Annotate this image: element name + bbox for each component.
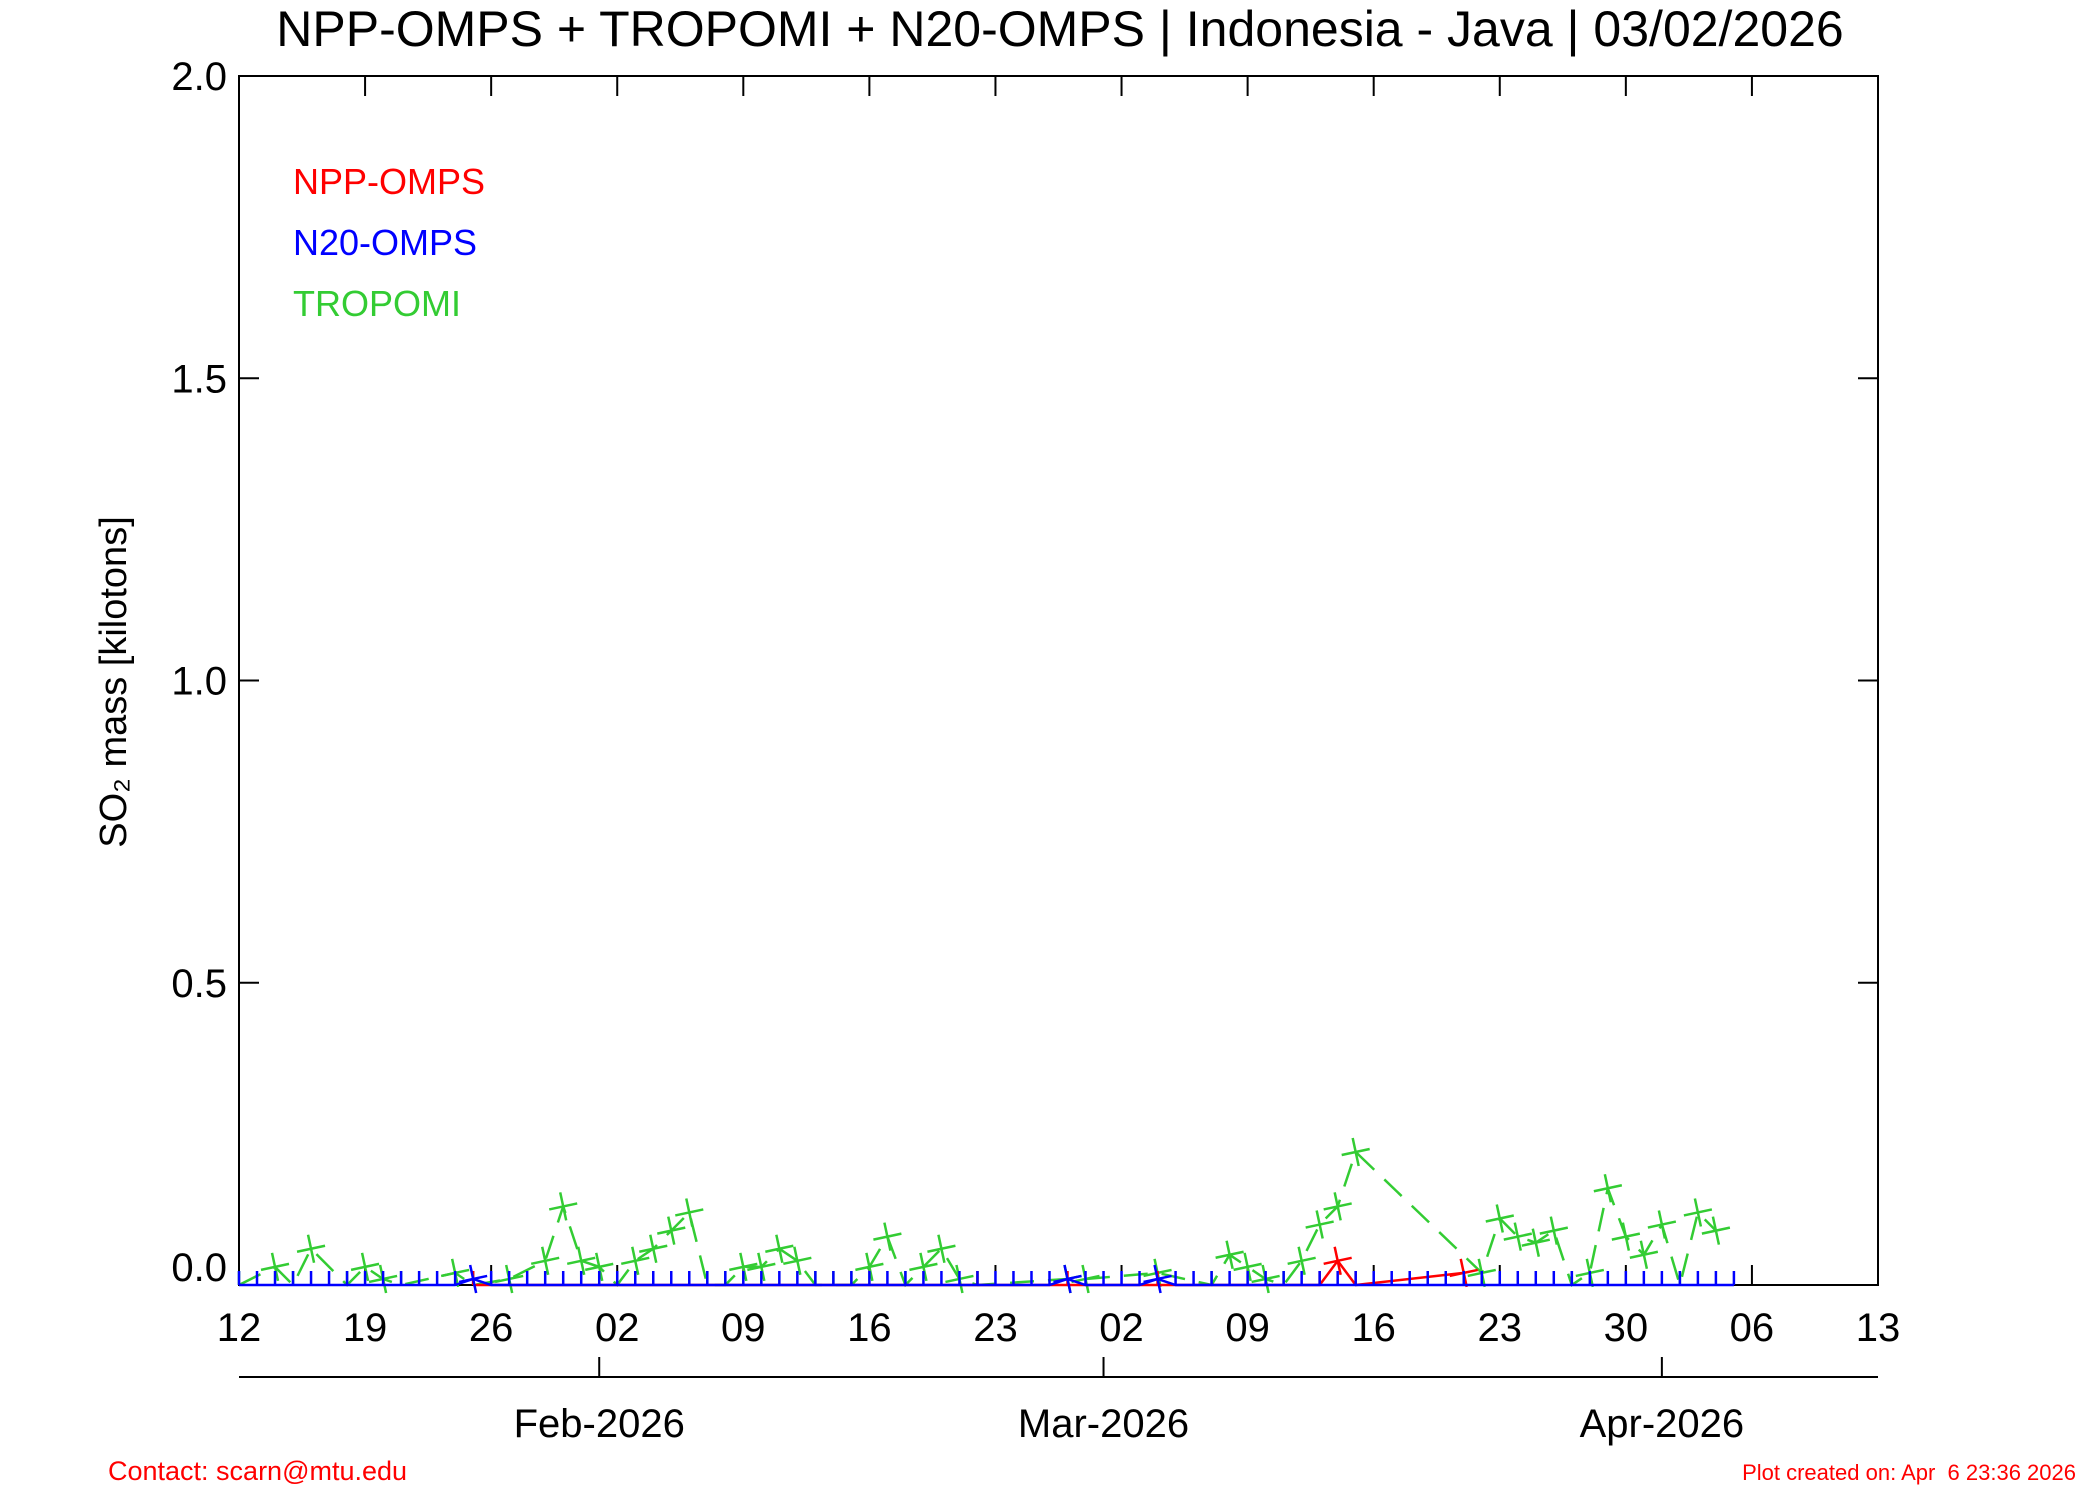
data-point: [1503, 1222, 1533, 1251]
y-axis-label: SO₂ mass [kilotons]: [93, 516, 135, 848]
x-tick-label: 19: [343, 1306, 388, 1350]
data-point: [1341, 1137, 1370, 1167]
data-point: [584, 1252, 614, 1282]
data-point: [909, 1252, 938, 1282]
data-point: [638, 1234, 668, 1263]
x-tick-label: 09: [1225, 1306, 1270, 1350]
x-tick-label: 23: [1478, 1306, 1523, 1350]
data-point: [1611, 1222, 1641, 1251]
data-point: [1485, 1204, 1515, 1233]
x-tick-label: 09: [721, 1306, 766, 1350]
y-tick-label: 1.0: [171, 660, 227, 704]
month-tick-label: Apr-2026: [1580, 1402, 1745, 1446]
data-point: [657, 1216, 686, 1245]
month-tick-label: Mar-2026: [1018, 1402, 1189, 1446]
data-point: [765, 1234, 794, 1263]
y-tick-label: 1.5: [171, 357, 227, 401]
data-point: [548, 1192, 578, 1221]
data-point: [1053, 1264, 1082, 1294]
data-point: [1683, 1198, 1713, 1227]
x-tick-label: 06: [1730, 1306, 1775, 1350]
data-point: [1215, 1240, 1244, 1270]
data-point: [620, 1246, 650, 1276]
data-point: [1305, 1210, 1334, 1239]
data-point: [1593, 1174, 1623, 1203]
y-tick-label: 0.5: [171, 962, 227, 1006]
series-n20-omps: [237, 1264, 1736, 1294]
x-tick-label: 13: [1856, 1306, 1901, 1350]
series-line: [238, 1149, 1717, 1290]
data-point: [675, 1198, 704, 1227]
y-tick-label: 2.0: [171, 55, 227, 99]
data-point: [927, 1234, 956, 1263]
data-point: [1629, 1240, 1659, 1270]
data-point: [458, 1264, 488, 1294]
x-tick-label: 26: [469, 1306, 514, 1350]
x-tick-label: 30: [1604, 1306, 1649, 1350]
legend-entry: TROPOMI: [293, 283, 461, 324]
month-tick-label: Feb-2026: [514, 1402, 685, 1446]
data-point: [1647, 1210, 1677, 1239]
chart-title: NPP-OMPS + TROPOMI + N20-OMPS | Indonesi…: [276, 1, 1843, 57]
x-tick-label: 02: [595, 1306, 640, 1350]
data-point: [296, 1234, 326, 1263]
x-tick-label: 23: [973, 1306, 1018, 1350]
data-point: [1539, 1216, 1569, 1245]
series-line: [239, 1277, 1734, 1287]
data-point: [1701, 1216, 1731, 1245]
data-point: [1323, 1246, 1352, 1276]
data-point: [1233, 1252, 1262, 1282]
data-point: [260, 1252, 290, 1282]
data-point: [566, 1246, 596, 1276]
data-point: [729, 1252, 758, 1282]
data-point: [783, 1246, 812, 1276]
data-point: [855, 1252, 884, 1282]
data-point: [873, 1222, 902, 1251]
data-point: [530, 1246, 560, 1276]
legend-entry: N20-OMPS: [293, 222, 477, 263]
data-point: [1143, 1264, 1172, 1294]
x-tick-label: 16: [1351, 1306, 1396, 1350]
x-tick-label: 12: [217, 1306, 262, 1350]
footer-timestamp: Plot created on: Apr 6 23:36 2026: [1742, 1460, 2076, 1485]
data-point: [350, 1252, 380, 1282]
legend-entry: NPP-OMPS: [293, 161, 485, 202]
data-point: [1287, 1246, 1316, 1276]
data-point: [747, 1252, 776, 1282]
y-tick-label: 0.0: [171, 1246, 227, 1290]
data-point: [1521, 1228, 1551, 1257]
x-tick-label: 16: [847, 1306, 892, 1350]
x-tick-label: 02: [1099, 1306, 1144, 1350]
footer-contact: Contact: scarn@mtu.edu: [108, 1456, 407, 1486]
data-point: [1323, 1192, 1352, 1221]
